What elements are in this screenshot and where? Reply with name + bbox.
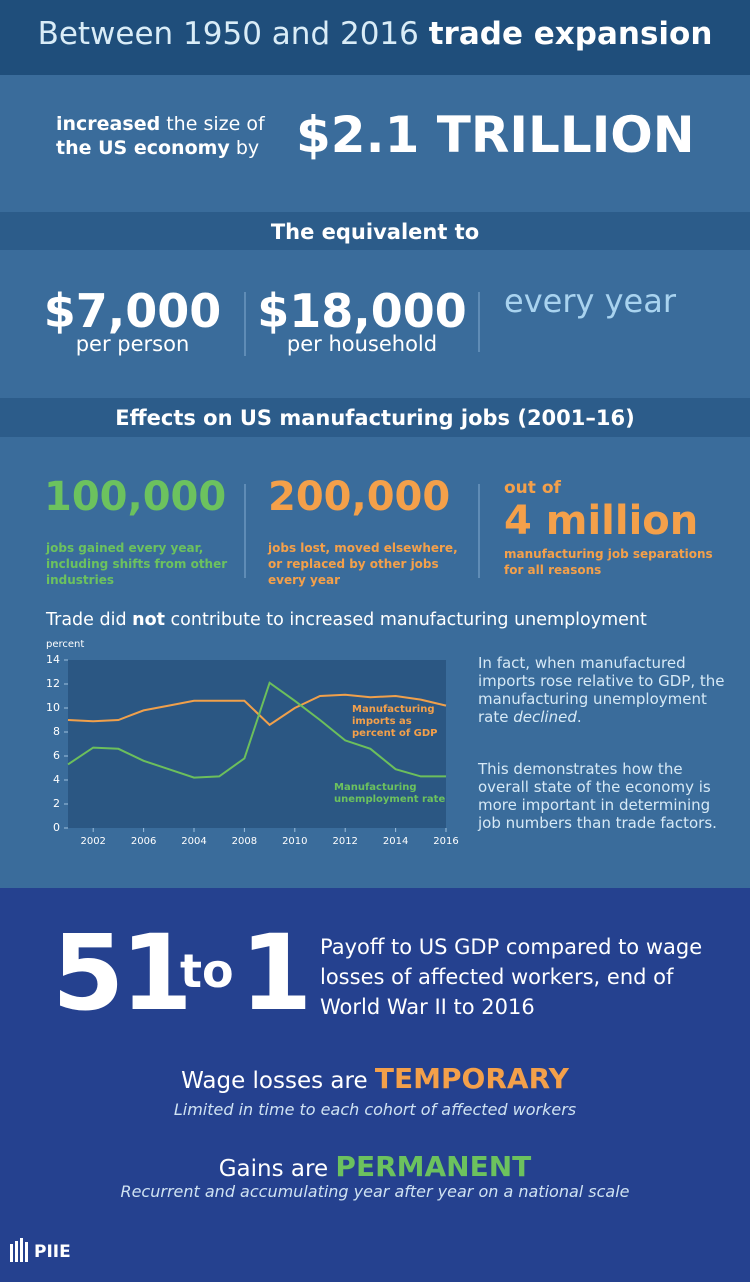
text: the size of (160, 113, 265, 135)
logo-icon (10, 1238, 28, 1262)
economy-text: increased the size of the US economy by (56, 112, 296, 160)
logo: PIIE (34, 1242, 71, 1262)
temporary: Wage losses are TEMPORARY (0, 1062, 750, 1095)
text: the US economy (56, 137, 230, 159)
amount: $7,000 (43, 284, 222, 338)
x-tick-label: 2012 (332, 836, 357, 847)
y-tick-label: 4 (53, 773, 60, 786)
series-line (67, 681, 446, 779)
text: contribute to increased manufacturing un… (164, 610, 647, 630)
section-title: Effects on US manufacturing jobs (2001–1… (115, 406, 635, 430)
x-tick-label: 2008 (232, 836, 257, 847)
subtext: Limited in time to each cohort of affect… (173, 1100, 577, 1119)
section-band (0, 212, 750, 250)
out-of: out of (504, 478, 561, 498)
permanent: Gains are PERMANENT (0, 1150, 750, 1183)
ratio-right: 1 (240, 912, 313, 1034)
text: not (132, 610, 165, 630)
chart: percent 0 2 4 6 8 10 12 14 2002 2006 2004 2008 2010 2… (46, 639, 459, 847)
y-tick-label: 10 (46, 701, 60, 714)
chart-title: Trade did not contribute to increased ma… (46, 610, 647, 630)
y-axis-label: percent (46, 639, 84, 650)
text: TEMPORARY (374, 1062, 569, 1095)
legend-entry: Manufacturing imports as percent of GDP (352, 704, 438, 739)
header: Between 1950 and 2016 trade expansion (0, 16, 750, 52)
text: In fact, when manufactured imports rose … (478, 654, 725, 726)
ratio-left: 51 (52, 912, 193, 1034)
x-tick-label: 2010 (282, 836, 307, 847)
y-tick-label: 14 (46, 653, 60, 666)
x-tick-label: 2006 (131, 836, 156, 847)
side-text: In fact, when manufactured imports rose … (478, 654, 728, 726)
side-text: This demonstrates how the overall state … (478, 760, 717, 832)
ratio-text: Payoff to US GDP compared to wage losses… (320, 935, 703, 1019)
text: trade expansion (428, 16, 713, 52)
divider (478, 484, 480, 578)
gained: 100,000 (44, 474, 227, 520)
series-line (67, 693, 447, 727)
text: by (229, 137, 260, 159)
text: Gains are (218, 1156, 336, 1182)
lost-text: jobs lost, moved elsewhere, or replaced … (268, 541, 458, 587)
divider (244, 292, 246, 356)
y-tick-label: 0 (53, 821, 60, 834)
total-text: manufacturing job separations for all re… (504, 547, 713, 577)
label: per household (286, 332, 438, 356)
ratio-mid: to (180, 944, 234, 998)
y-tick-label: 12 (46, 677, 60, 690)
section-band (0, 398, 750, 437)
divider (244, 484, 246, 578)
x-tick-label: 2002 (80, 836, 105, 847)
section-title: The equivalent to (270, 220, 480, 244)
text: increased (56, 113, 161, 135)
text: Wage losses are (181, 1068, 375, 1094)
label: per person (75, 332, 190, 356)
text: PERMANENT (335, 1150, 532, 1183)
period: every year (504, 282, 676, 320)
text: Trade did (46, 610, 133, 630)
subtext: Recurrent and accumulating year after ye… (120, 1182, 630, 1201)
y-tick-label: 6 (53, 749, 60, 762)
text: . (576, 708, 582, 726)
y-tick-label: 8 (53, 725, 60, 738)
x-tick-label: 2004 (181, 836, 206, 847)
lost: 200,000 (268, 474, 451, 520)
text: Between 1950 and 2016 (37, 16, 429, 52)
header-band (0, 0, 750, 75)
total: 4 million (504, 498, 699, 544)
legend-entry: Manufacturing unemployment rate (334, 782, 446, 805)
amount: $18,000 (257, 284, 467, 338)
divider (478, 292, 480, 352)
text: declined (513, 708, 577, 726)
x-tick-label: 2014 (383, 836, 408, 847)
plot-area (68, 660, 446, 828)
bottom-band (0, 888, 750, 1282)
x-tick-label: 2016 (433, 836, 458, 847)
amount: $2.1 TRILLION (296, 106, 695, 164)
y-tick-label: 2 (53, 797, 60, 810)
gained-text: jobs gained every year, including shifts… (46, 541, 228, 587)
